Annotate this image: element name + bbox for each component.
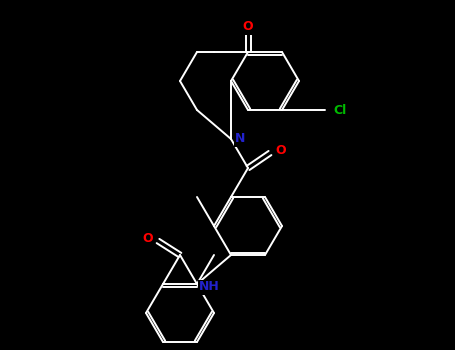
Text: O: O (142, 232, 153, 245)
Text: N: N (235, 133, 245, 146)
Text: NH: NH (199, 280, 220, 294)
Text: Cl: Cl (333, 104, 346, 117)
Text: O: O (275, 145, 286, 158)
Text: O: O (243, 21, 253, 34)
